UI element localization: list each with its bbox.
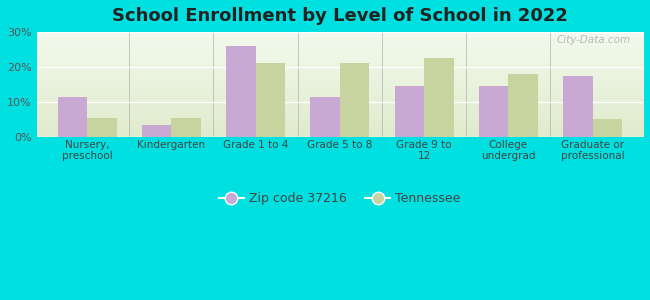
Legend: Zip code 37216, Tennessee: Zip code 37216, Tennessee [214, 187, 466, 210]
Bar [424, 58, 454, 137]
Bar [508, 74, 538, 137]
Bar [340, 64, 369, 137]
Bar [58, 97, 87, 137]
Bar [593, 119, 622, 137]
Bar [563, 76, 593, 137]
Bar [255, 64, 285, 137]
Bar [395, 86, 424, 137]
Bar [479, 86, 508, 137]
Bar [310, 97, 340, 137]
Bar [226, 46, 255, 137]
Bar [87, 118, 116, 137]
Title: School Enrollment by Level of School in 2022: School Enrollment by Level of School in … [112, 7, 567, 25]
Text: City-Data.com: City-Data.com [557, 35, 631, 45]
Bar [172, 118, 201, 137]
Bar [142, 124, 172, 137]
